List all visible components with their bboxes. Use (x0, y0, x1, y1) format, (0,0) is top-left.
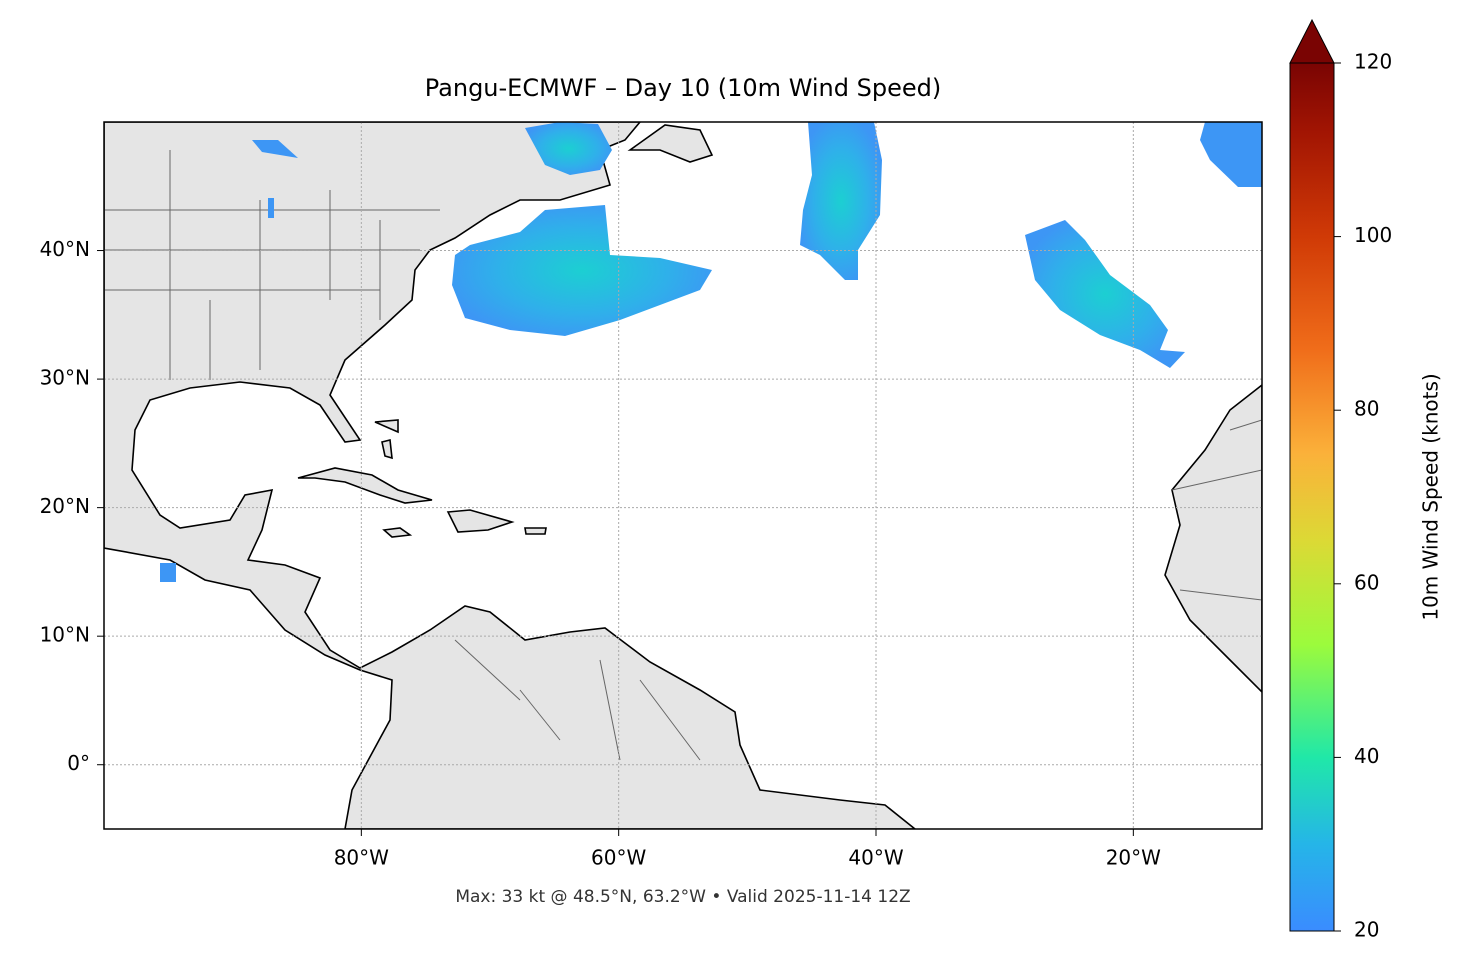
colorbar-tick-label: 20 (1354, 918, 1379, 942)
y-tick-label: 20°N (40, 494, 90, 518)
colorbar-tick-label: 60 (1354, 570, 1379, 594)
map-area (104, 122, 1262, 829)
wind-area (1025, 220, 1185, 368)
colorbar-extend (1289, 18, 1335, 64)
x-tick-label: 60°W (591, 846, 646, 870)
colorbar-tick-label: 120 (1354, 50, 1392, 74)
colorbar-tick-label: 80 (1354, 397, 1379, 421)
jamaica (382, 527, 413, 538)
wind-area (800, 122, 882, 280)
footer: Max: 33 kt @ 48.5°N, 63.2°W • Valid 2025… (455, 887, 910, 907)
y-tick-label: 10°N (40, 623, 90, 647)
cuba (297, 467, 433, 504)
wind-area (452, 205, 712, 336)
colorbar (1289, 62, 1335, 932)
colorbar-tick-label: 40 (1354, 744, 1379, 768)
colorbar-label: 10m Wind Speed (knots) (1419, 373, 1443, 620)
title: Pangu-ECMWF – Day 10 (10m Wind Speed) (425, 74, 941, 102)
x-tick-label: 20°W (1106, 846, 1161, 870)
africa (1164, 383, 1262, 694)
wind-area (525, 122, 612, 175)
x-tick-label: 80°W (334, 846, 389, 870)
americas (104, 122, 917, 829)
newfoundland (627, 124, 714, 163)
y-tick-label: 40°N (40, 237, 90, 261)
y-tick-label: 30°N (40, 366, 90, 390)
x-tick-label: 40°W (848, 846, 903, 870)
map-frame (103, 121, 1263, 830)
bahamas (374, 419, 399, 460)
y-tick-label: 0° (67, 751, 90, 775)
colorbar-tick-label: 100 (1354, 223, 1392, 247)
gridlines (104, 122, 1262, 829)
hispaniola (446, 509, 515, 533)
puerto-rico (524, 527, 547, 535)
wind-area (1200, 122, 1262, 187)
